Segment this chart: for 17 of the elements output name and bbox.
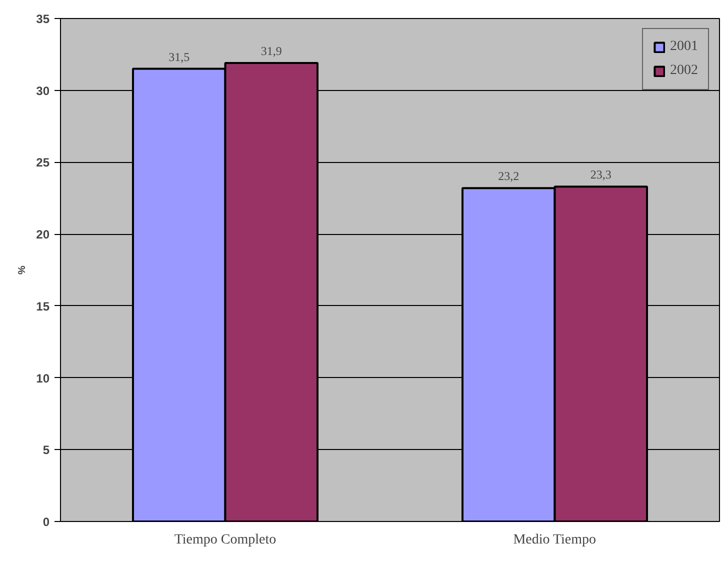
- data-label: 31,9: [260, 44, 282, 58]
- data-label: 23,2: [498, 169, 520, 184]
- y-tick-label: 25: [36, 156, 50, 170]
- data-label: 23,3: [590, 168, 612, 182]
- y-tick-label: 5: [42, 443, 50, 458]
- x-tick-label: Tiempo Completo: [174, 532, 276, 548]
- x-tick-label: Medio Tiempo: [513, 532, 596, 548]
- y-tick-label: 20: [36, 228, 50, 242]
- y-tick-label: 35: [36, 12, 50, 26]
- legend-label: 2001: [670, 39, 698, 55]
- y-tick-label: 0: [42, 515, 50, 529]
- legend-label: 2002: [670, 63, 698, 79]
- y-tick-label: 10: [36, 371, 50, 386]
- y-tick-label: 30: [36, 84, 50, 98]
- y-axis-title: %: [17, 265, 28, 274]
- data-label: 31,5: [168, 50, 190, 64]
- y-tick-label: 15: [36, 299, 50, 314]
